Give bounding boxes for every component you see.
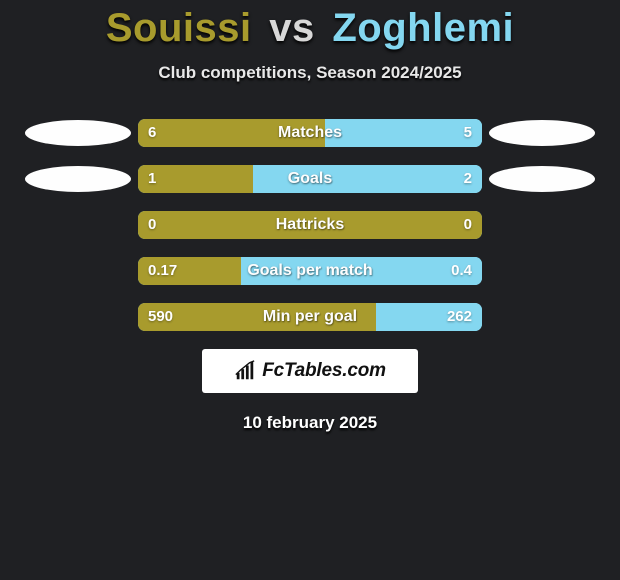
player2-name: Zoghlemi [332, 6, 514, 50]
comparison-rows: 65Matches 12Goals 00Hattricks 0.170.4Goals … [0, 119, 620, 331]
left-slot [18, 120, 138, 146]
logo-text: FcTables.com [262, 360, 386, 382]
right-slot [482, 166, 602, 192]
date-label: 10 february 2025 [0, 413, 620, 433]
player-marker-icon [25, 166, 131, 192]
stat-label: Goals per match [138, 257, 482, 285]
bar-chart-icon [234, 360, 256, 382]
comparison-row: 590262Min per goal [0, 303, 620, 331]
comparison-row: 00Hattricks [0, 211, 620, 239]
player1-name: Souissi [106, 6, 252, 50]
stat-label: Hattricks [138, 211, 482, 239]
comparison-row: 0.170.4Goals per match [0, 257, 620, 285]
player-marker-icon [489, 120, 595, 146]
comparison-row: 12Goals [0, 165, 620, 193]
right-slot [482, 120, 602, 146]
subtitle: Club competitions, Season 2024/2025 [0, 63, 620, 83]
stat-bar: 12Goals [138, 165, 482, 193]
player-marker-icon [489, 166, 595, 192]
stat-bar: 0.170.4Goals per match [138, 257, 482, 285]
stat-label: Goals [138, 165, 482, 193]
stat-bar: 590262Min per goal [138, 303, 482, 331]
stat-label: Min per goal [138, 303, 482, 331]
vs-label: vs [269, 6, 315, 50]
comparison-row: 65Matches [0, 119, 620, 147]
page-title: Souissi vs Zoghlemi [0, 0, 620, 51]
stat-label: Matches [138, 119, 482, 147]
stat-bar: 00Hattricks [138, 211, 482, 239]
left-slot [18, 166, 138, 192]
player-marker-icon [25, 120, 131, 146]
logo-box: FcTables.com [202, 349, 418, 393]
stat-bar: 65Matches [138, 119, 482, 147]
